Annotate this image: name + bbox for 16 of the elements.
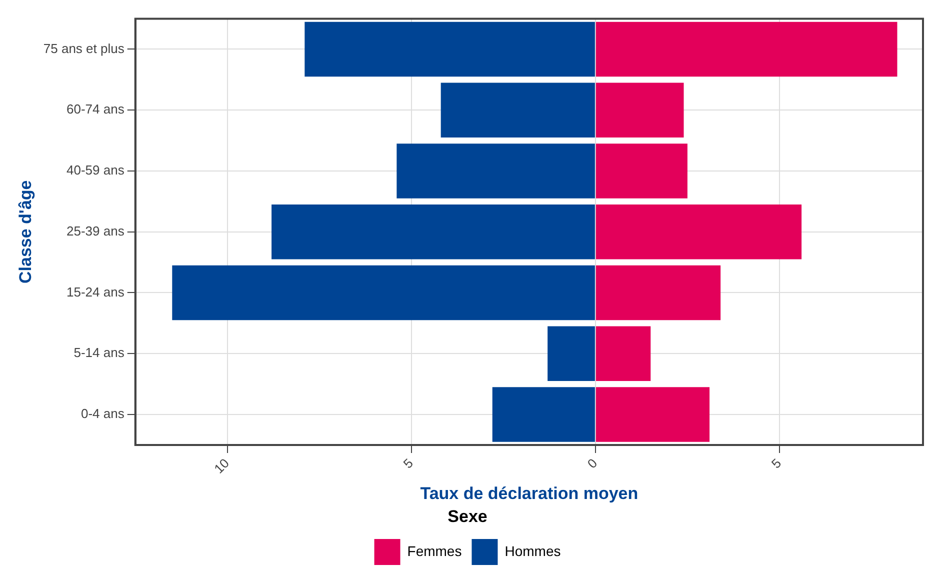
y-tick-label: 75 ans et plus [43,40,125,56]
legend-title: Sexe [448,506,488,526]
legend-label: Femmes [407,542,462,559]
y-tick-label: 15-24 ans [66,284,125,300]
x-tick-label: 5 [768,456,784,472]
y-tick-label: 5-14 ans [74,345,125,360]
legend-label: Hommes [504,542,561,559]
y-tick-label: 40-59 ans [66,162,125,178]
x-tick-label: 10 [211,456,232,476]
x-tick-label: 5 [400,456,416,472]
x-axis-title: Taux de déclaration moyen [420,484,638,504]
y-axis-title: Classe d'âge [16,180,35,284]
y-tick-label: 60-74 ans [66,102,125,117]
x-tick-label: 0 [584,456,600,472]
y-tick-label: 25-39 ans [66,223,125,238]
y-tick-label: 0-4 ans [80,406,125,422]
